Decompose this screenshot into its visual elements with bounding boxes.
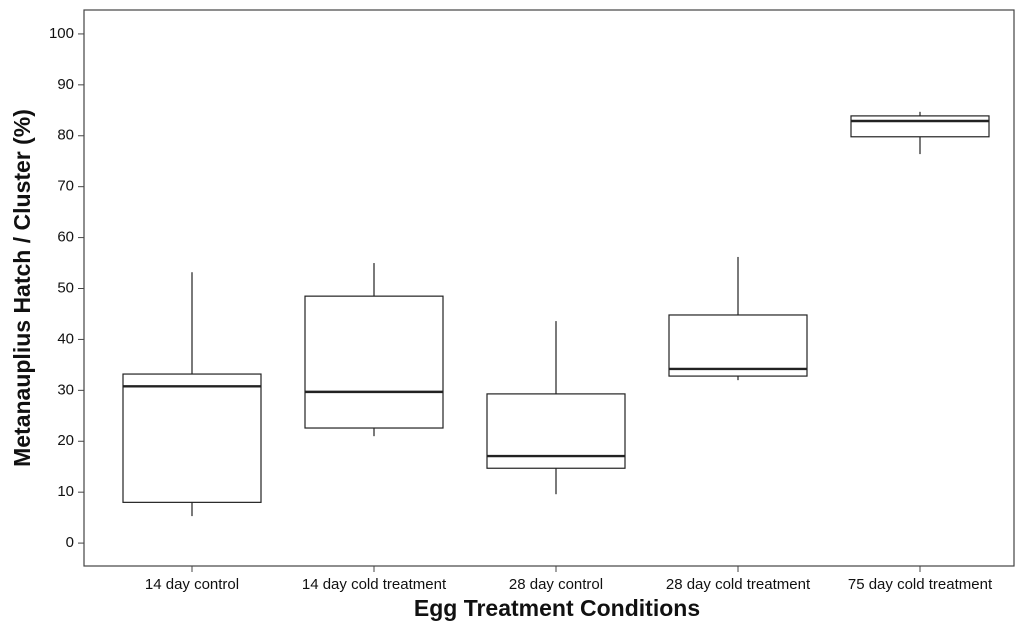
y-tick-label: 40 <box>57 330 74 347</box>
x-tick-label: 28 day cold treatment <box>666 576 811 593</box>
y-tick-label: 20 <box>57 432 74 449</box>
y-tick-label: 30 <box>57 381 74 398</box>
y-tick-label: 90 <box>57 76 74 93</box>
y-tick-label: 10 <box>57 483 74 500</box>
box <box>668 314 808 377</box>
box <box>850 115 990 138</box>
box <box>304 295 444 429</box>
x-tick-label: 14 day cold treatment <box>302 576 447 593</box>
plot-frame <box>83 9 1015 567</box>
y-tick-label: 50 <box>57 279 74 296</box>
x-tick-label: 75 day cold treatment <box>848 576 993 593</box>
x-tick-label: 14 day control <box>145 576 239 593</box>
y-axis-title: Metanauplius Hatch / Cluster (%) <box>9 109 35 467</box>
y-tick-label: 60 <box>57 229 74 246</box>
y-tick-label: 0 <box>66 534 74 551</box>
box <box>122 373 262 503</box>
x-axis-title: Egg Treatment Conditions <box>414 595 700 621</box>
y-tick-label: 100 <box>49 25 74 42</box>
x-tick-label: 28 day control <box>509 576 603 593</box>
y-tick-label: 70 <box>57 178 74 195</box>
y-tick-label: 80 <box>57 127 74 144</box>
